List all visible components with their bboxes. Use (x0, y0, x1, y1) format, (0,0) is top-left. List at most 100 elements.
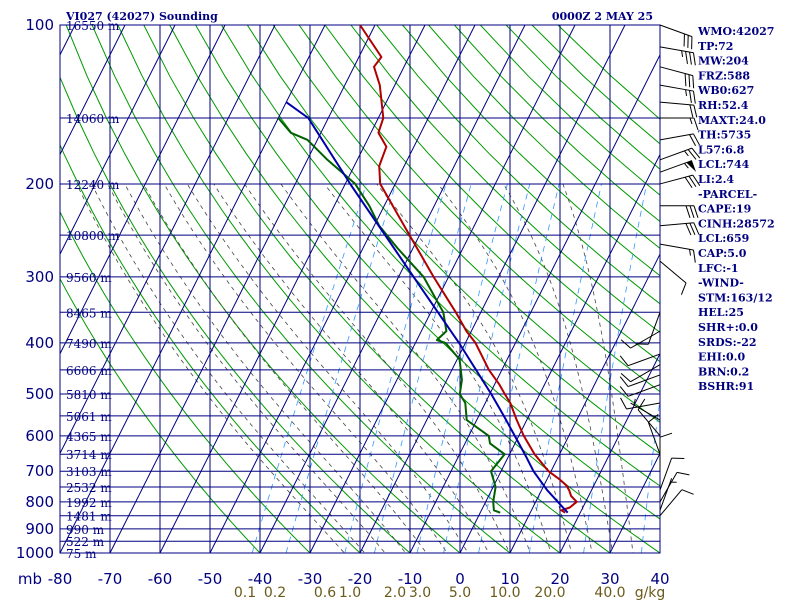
wind-barb (619, 353, 661, 367)
stat-line: WMO:42027 (697, 25, 774, 38)
dry-adiabat-line (60, 277, 261, 553)
wind-barb-staff (659, 46, 694, 54)
temperature-tick-label: -30 (298, 570, 323, 588)
wind-barb-flag (619, 386, 629, 397)
temperature-tick-label: 30 (600, 570, 619, 588)
wind-barb-half-flag (633, 398, 636, 406)
wind-barb-staff (659, 222, 694, 227)
height-label: 8465 m (66, 306, 112, 320)
wind-barb-flag (693, 222, 700, 235)
wind-barb-staff (659, 147, 693, 161)
wind-barb-flag (693, 133, 700, 146)
dry-adiabat-line (376, 25, 660, 305)
wind-barb (659, 46, 696, 66)
isotherm-line (359, 24, 626, 554)
wind-barb-half-flag (684, 162, 689, 169)
wind-barb-flag (693, 205, 699, 218)
moist-adiabat-line (562, 183, 634, 553)
pressure-tick-label: 800 (25, 493, 54, 511)
wind-barb-flag (684, 176, 693, 189)
mixing-ratio-label: 2.0 (384, 585, 406, 600)
wind-barb-flag (687, 149, 697, 160)
temperature-tick-label: 10 (500, 570, 519, 588)
wind-barb-staff (627, 374, 661, 388)
wind-barb-flag (691, 147, 701, 159)
wind-barb-flag (620, 339, 631, 349)
height-label: 522 m (66, 535, 105, 549)
wind-barb-flag (684, 73, 687, 87)
stat-line: LCL:744 (698, 158, 750, 171)
stat-line: LFC:-1 (698, 262, 739, 275)
height-label: 990 m (66, 523, 105, 537)
wind-barb-staff (659, 84, 694, 92)
isotherm-line (409, 54, 661, 554)
height-label: 5061 m (66, 410, 112, 424)
wind-barb-flag (692, 52, 696, 66)
mixing-ratio-line (478, 183, 560, 553)
height-label: 3103 m (66, 465, 112, 479)
mixing-ratio-line (443, 183, 531, 553)
wind-barb-staff (630, 364, 661, 383)
mixing-ratio-label: 0.6 (314, 585, 336, 600)
dry-adiabat-line (169, 25, 660, 553)
wind-barb-flag (685, 205, 691, 218)
station-title: VI027 (42027) Sounding (65, 10, 218, 23)
wind-barb-flag (689, 90, 692, 103)
moist-adiabat-line (376, 183, 573, 553)
wind-barb-flag (693, 105, 698, 118)
wind-barb-half-flag (689, 249, 691, 256)
moist-adiabat-line (213, 183, 490, 553)
moist-adiabat-line (437, 183, 593, 553)
stat-line: L57:6.8 (698, 143, 745, 156)
wind-barb (660, 205, 699, 218)
dry-adiabat-line (246, 25, 660, 455)
dry-adiabat-line (324, 25, 660, 363)
dry-adiabat-line (60, 210, 311, 553)
dry-adiabat-line (298, 25, 660, 393)
dry-adiabats (60, 25, 660, 553)
wind-barb-staff (659, 66, 693, 77)
mixing-ratio-line (416, 183, 508, 553)
isotherm-line (59, 24, 176, 255)
height-label: 5810 m (66, 388, 112, 402)
moist-adiabat-line (107, 183, 386, 553)
dry-adiabat-line (91, 25, 511, 553)
wind-barb-half-flag (681, 50, 684, 58)
wind-barb-flag (680, 282, 687, 295)
moist-adiabat-line (324, 183, 552, 553)
stat-line: CAP:5.0 (698, 247, 747, 260)
mixing-ratio-line (374, 183, 472, 553)
wind-barbs (619, 24, 701, 517)
height-label: 12240 m (66, 178, 120, 192)
wind-barb (659, 260, 687, 295)
mixing-ratio-label: 10.0 (489, 585, 520, 600)
height-label: 4365 m (66, 430, 112, 444)
stat-line: TH:5735 (698, 129, 751, 142)
wind-barb-flag (692, 75, 695, 89)
wind-barb (659, 432, 673, 472)
wind-barb-flag (692, 249, 696, 263)
wind-barb-flag (659, 432, 673, 438)
stat-line: WB0:627 (697, 84, 754, 97)
wind-barb-flag (620, 397, 627, 410)
wind-barb-flag (637, 398, 646, 411)
wind-barb (660, 117, 699, 131)
isotherm-line (609, 453, 661, 554)
wind-barb-staff (627, 353, 661, 367)
dry-adiabat-line (350, 25, 660, 334)
wind-barb-flag (689, 104, 694, 118)
stat-line: FRZ:588 (698, 69, 750, 82)
stat-line: STM:163/12 (698, 291, 773, 304)
wind-barb (659, 24, 693, 50)
isotherm-line (209, 24, 476, 554)
wind-barb-flag (685, 51, 688, 64)
pressure-tick-label: 200 (25, 175, 54, 193)
wind-barb (659, 457, 685, 491)
wind-barb-staff (659, 101, 694, 106)
wind-barb (619, 374, 661, 388)
height-label: 16550 m (66, 19, 120, 33)
wind-barb-flag (689, 134, 697, 146)
wind-barb-flag (619, 376, 629, 387)
